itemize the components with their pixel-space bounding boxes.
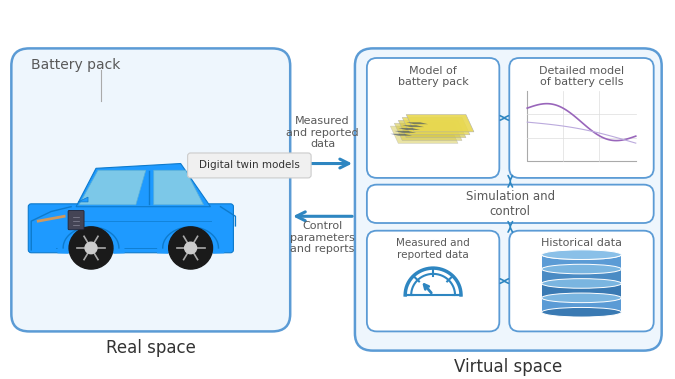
- Text: Measured and
reported data: Measured and reported data: [396, 238, 470, 260]
- Text: Battery pack: Battery pack: [31, 58, 121, 72]
- Ellipse shape: [541, 307, 621, 317]
- Polygon shape: [402, 117, 470, 135]
- Text: Measured
and reported
data: Measured and reported data: [286, 116, 359, 149]
- Text: Virtual space: Virtual space: [454, 358, 562, 376]
- Polygon shape: [390, 126, 458, 143]
- Bar: [541, 255, 621, 269]
- Circle shape: [85, 242, 97, 254]
- Ellipse shape: [541, 250, 621, 260]
- Text: Digital twin models: Digital twin models: [199, 160, 300, 171]
- FancyBboxPatch shape: [11, 49, 290, 331]
- FancyBboxPatch shape: [28, 204, 234, 253]
- Polygon shape: [406, 122, 428, 124]
- FancyBboxPatch shape: [510, 231, 653, 331]
- Polygon shape: [398, 128, 420, 130]
- Text: Real space: Real space: [106, 339, 196, 357]
- Circle shape: [169, 227, 213, 269]
- Circle shape: [69, 227, 113, 269]
- FancyBboxPatch shape: [188, 153, 311, 178]
- Text: Model of
battery pack: Model of battery pack: [398, 66, 468, 87]
- Bar: [541, 269, 621, 283]
- FancyBboxPatch shape: [367, 185, 653, 223]
- Polygon shape: [78, 197, 88, 202]
- Polygon shape: [154, 170, 204, 205]
- Bar: [541, 283, 621, 298]
- FancyBboxPatch shape: [367, 58, 500, 178]
- Polygon shape: [406, 114, 474, 132]
- Ellipse shape: [541, 264, 621, 274]
- Polygon shape: [390, 134, 412, 136]
- FancyBboxPatch shape: [355, 49, 662, 351]
- Ellipse shape: [541, 250, 621, 260]
- Ellipse shape: [541, 293, 621, 303]
- Text: Simulation and
control: Simulation and control: [466, 190, 555, 218]
- Ellipse shape: [541, 279, 621, 288]
- Polygon shape: [398, 121, 466, 138]
- Text: Detailed model
of battery cells: Detailed model of battery cells: [539, 66, 624, 87]
- Text: Historical data: Historical data: [541, 238, 622, 248]
- Text: Control
parameters
and reports: Control parameters and reports: [290, 221, 355, 254]
- FancyBboxPatch shape: [68, 211, 84, 230]
- Polygon shape: [402, 125, 424, 127]
- Polygon shape: [394, 123, 462, 141]
- Polygon shape: [394, 131, 416, 133]
- FancyBboxPatch shape: [367, 231, 500, 331]
- Circle shape: [185, 242, 196, 254]
- Polygon shape: [76, 163, 211, 207]
- Bar: [541, 298, 621, 312]
- FancyBboxPatch shape: [510, 58, 653, 178]
- Polygon shape: [79, 170, 146, 205]
